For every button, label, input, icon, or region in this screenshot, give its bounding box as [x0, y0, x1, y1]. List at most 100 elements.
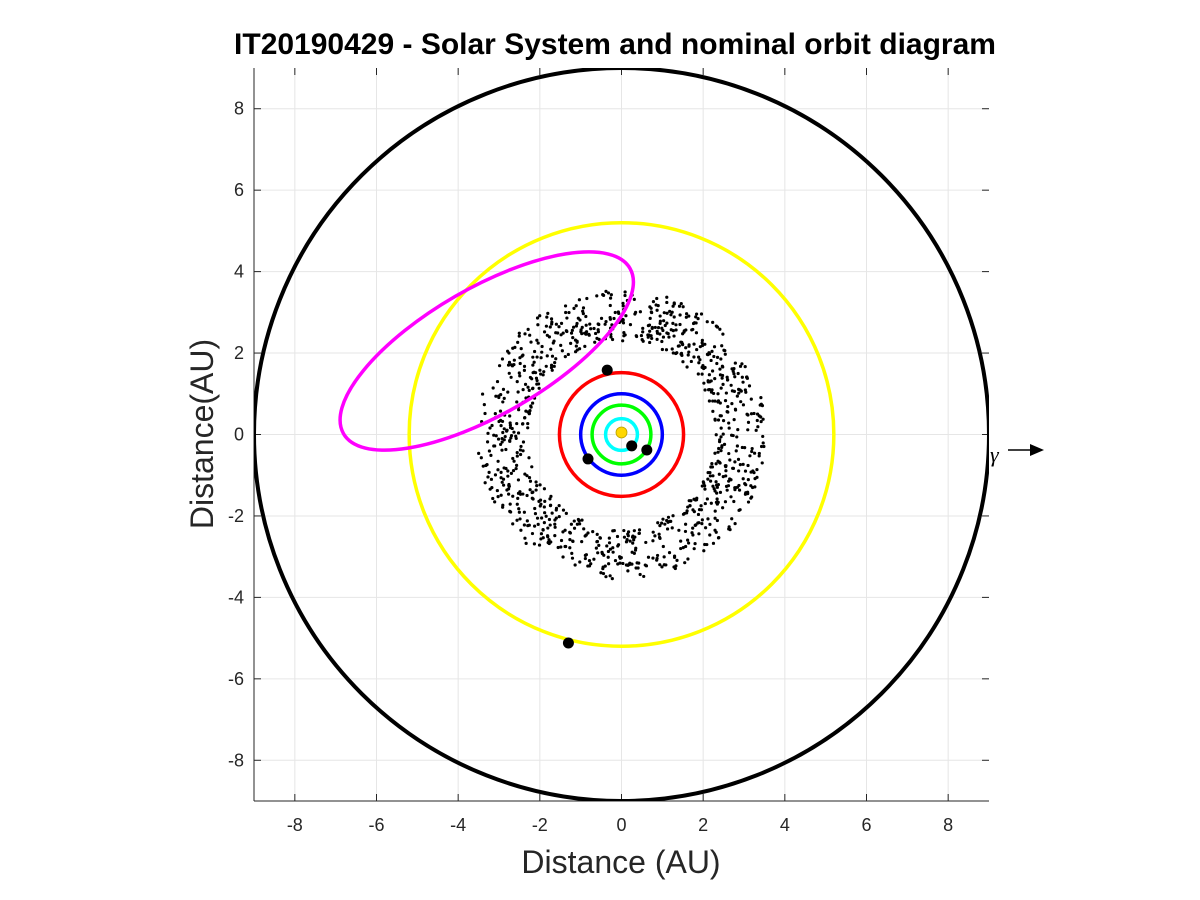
orbit-earth: [578, 392, 665, 477]
asteroid-point: [740, 362, 744, 366]
asteroid-point: [650, 336, 654, 341]
asteroid-point: [531, 355, 535, 359]
asteroid-point: [559, 545, 563, 549]
asteroid-point: [548, 497, 552, 501]
asteroid-point: [556, 331, 560, 335]
asteroid-point: [515, 450, 519, 455]
asteroid-point: [651, 530, 655, 534]
asteroid-point: [497, 419, 501, 424]
asteroid-point: [674, 328, 678, 332]
asteroid-point: [515, 518, 519, 522]
asteroid-point: [750, 449, 754, 454]
y-tick-label: 6: [234, 180, 244, 200]
asteroid-point: [532, 542, 536, 546]
asteroid-point: [707, 352, 712, 356]
x-tick-label: 4: [780, 815, 790, 835]
asteroid-point: [517, 510, 521, 514]
asteroid-point: [494, 434, 498, 438]
asteroid-point: [741, 477, 745, 481]
asteroid-point: [700, 522, 704, 526]
asteroid-point: [522, 523, 526, 527]
asteroid-point: [622, 535, 627, 539]
asteroid-point: [540, 344, 544, 349]
asteroid-point: [646, 333, 650, 337]
asteroid-point: [606, 555, 610, 559]
asteroid-point: [584, 314, 588, 319]
asteroid-point: [628, 539, 632, 543]
asteroid-point: [710, 388, 714, 392]
asteroid-point: [491, 386, 495, 390]
asteroid-point: [594, 331, 598, 336]
asteroid-point: [532, 524, 537, 528]
asteroid-point: [761, 441, 765, 445]
asteroid-point: [641, 330, 645, 334]
asteroid-point: [701, 480, 705, 484]
asteroid-point: [703, 487, 707, 491]
asteroid-point: [651, 556, 655, 560]
asteroid-point: [537, 543, 542, 547]
asteroid-point: [574, 304, 578, 308]
asteroid-point: [709, 465, 713, 469]
asteroid-point: [637, 531, 641, 535]
asteroid-point: [561, 530, 565, 534]
asteroid-point: [666, 515, 671, 519]
asteroid-point: [501, 477, 506, 481]
asteroid-point: [648, 316, 652, 320]
asteroid-point: [493, 500, 497, 504]
asteroid-point: [687, 541, 691, 545]
asteroid-point: [518, 361, 522, 366]
asteroid-point: [574, 324, 578, 328]
asteroid-point: [691, 526, 695, 530]
asteroid-point: [704, 526, 708, 530]
asteroid-point: [638, 310, 642, 314]
asteroid-point: [536, 341, 540, 345]
asteroid-point: [716, 399, 721, 403]
asteroid-point: [479, 456, 483, 460]
asteroid-point: [669, 519, 673, 524]
asteroid-point: [539, 532, 544, 536]
planet-marker: [626, 440, 638, 452]
asteroid-point: [490, 423, 494, 428]
asteroid-point: [713, 418, 717, 422]
asteroid-point: [723, 352, 727, 356]
asteroid-point: [489, 477, 494, 481]
asteroid-point: [658, 314, 662, 318]
asteroid-point: [495, 379, 500, 384]
asteroid-point: [538, 314, 542, 318]
asteroid-point: [743, 469, 748, 473]
asteroid-point: [649, 306, 653, 310]
asteroid-point: [535, 484, 539, 488]
asteroid-point: [518, 517, 522, 521]
asteroid-point: [525, 519, 529, 523]
asteroid-point: [722, 442, 727, 446]
asteroid-point: [707, 373, 711, 377]
asteroid-point: [718, 327, 722, 331]
asteroid-point: [521, 422, 525, 426]
asteroid-point: [681, 305, 685, 309]
asteroid-point: [554, 508, 558, 512]
asteroid-point: [705, 497, 709, 501]
asteroid-point: [694, 331, 699, 335]
asteroid-point: [686, 353, 690, 357]
asteroid-point: [727, 426, 731, 430]
asteroid-point: [743, 365, 747, 369]
asteroid-point: [566, 352, 570, 357]
asteroid-point: [707, 380, 712, 384]
asteroid-point: [506, 474, 510, 478]
asteroid-point: [717, 446, 721, 451]
asteroid-point: [539, 372, 543, 376]
asteroid-point: [537, 499, 541, 503]
asteroid-point: [653, 534, 657, 538]
asteroid-point: [705, 320, 709, 324]
asteroid-point: [638, 572, 642, 577]
asteroid-point: [656, 304, 660, 308]
asteroid-point: [499, 442, 503, 447]
asteroid-point: [665, 300, 669, 305]
asteroid-point: [662, 555, 666, 559]
asteroid-point: [759, 396, 763, 400]
asteroid-point: [623, 293, 627, 298]
asteroid-point: [757, 454, 761, 458]
asteroid-point: [616, 310, 620, 314]
asteroid-point: [637, 528, 642, 532]
